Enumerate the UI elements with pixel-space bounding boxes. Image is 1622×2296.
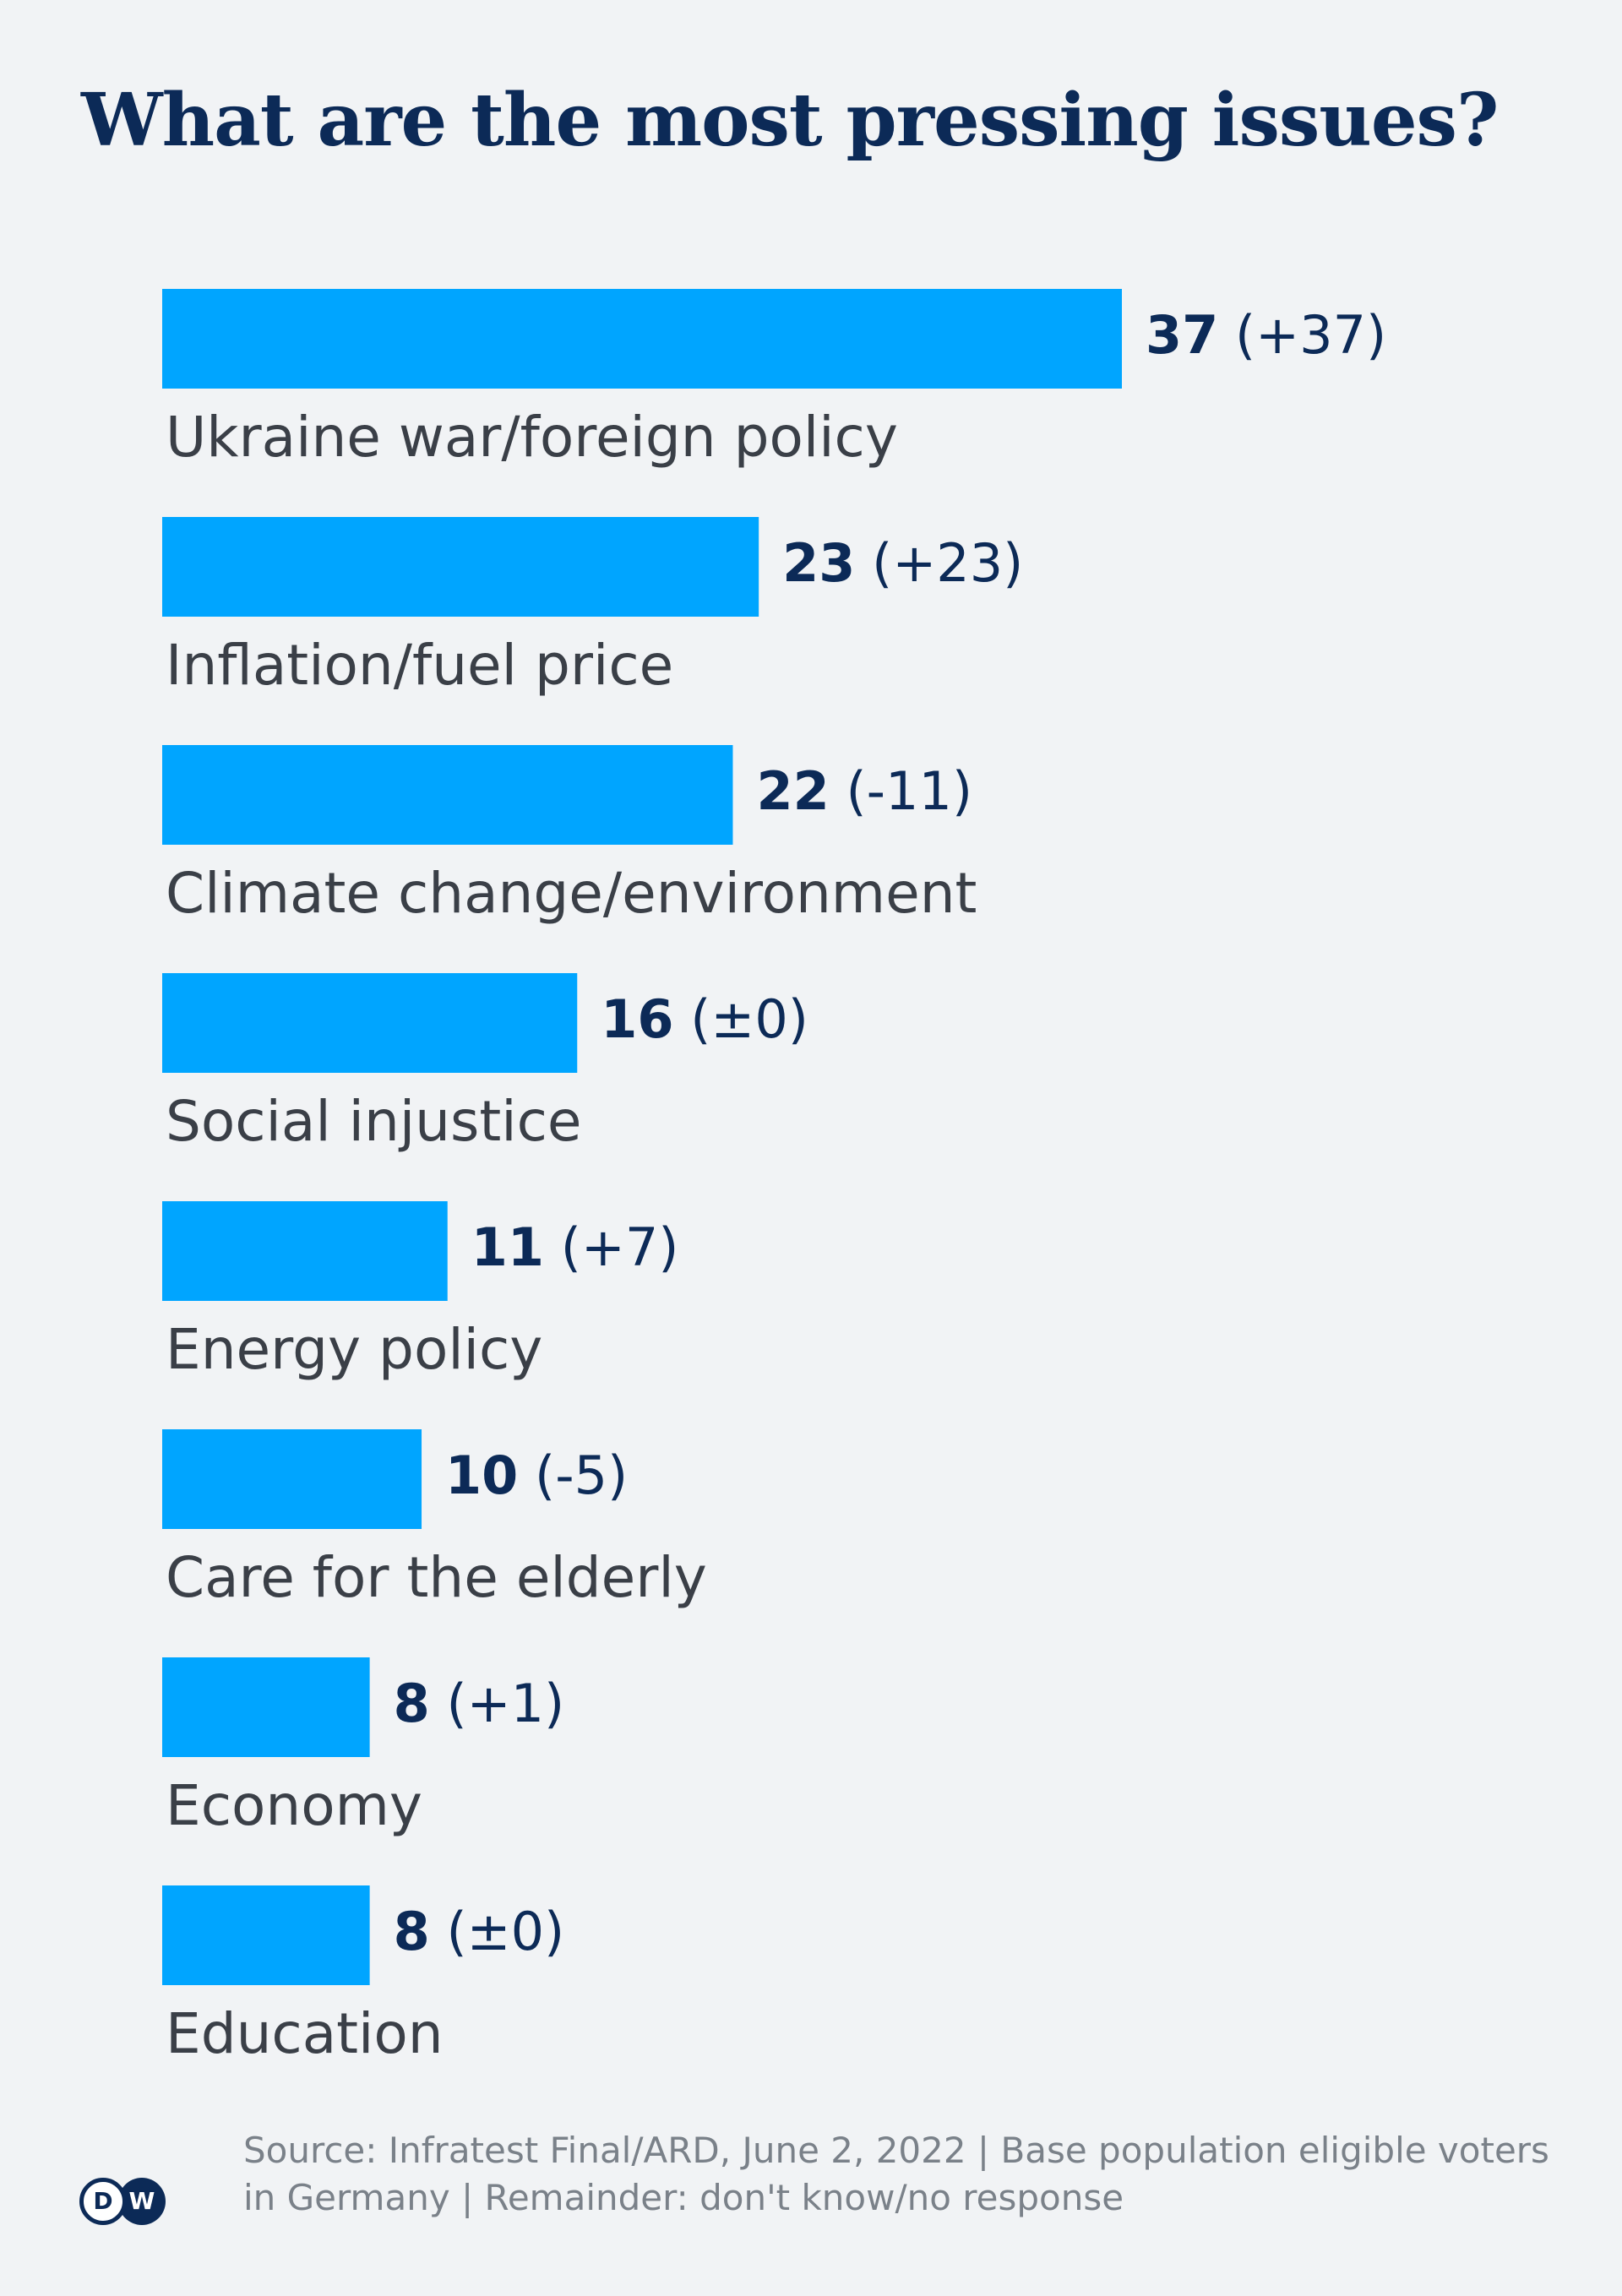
bar — [162, 745, 733, 845]
category-label: Social injustice — [166, 1089, 582, 1154]
bar — [162, 517, 759, 617]
value-label: 10 (-5) — [445, 1445, 628, 1506]
dw-logo-d: D — [79, 2178, 127, 2225]
value-label: 11 (+7) — [471, 1216, 679, 1278]
dw-logo-w: W — [118, 2178, 166, 2225]
category-label: Care for the elderly — [166, 1545, 707, 1610]
category-label: Climate change/environment — [166, 861, 977, 926]
value-label: 23 (+23) — [782, 532, 1023, 594]
category-label: Energy policy — [166, 1317, 542, 1382]
bar — [162, 289, 1122, 389]
value-label: 22 (-11) — [756, 760, 972, 822]
category-label: Economy — [166, 1773, 422, 1838]
value-label: 8 (+1) — [394, 1673, 565, 1734]
dw-logo: D W — [79, 2178, 171, 2228]
category-label: Ukraine war/foreign policy — [166, 405, 898, 470]
category-label: Inflation/fuel price — [166, 633, 673, 698]
bar — [162, 1657, 370, 1757]
source-note: Source: Infratest Final/ARD, June 2, 202… — [243, 2130, 1549, 2218]
bar — [162, 1885, 370, 1985]
category-label: Education — [166, 2001, 444, 2066]
bar — [162, 973, 578, 1073]
bar — [162, 1429, 422, 1529]
bar — [162, 1201, 448, 1301]
chart-title: What are the most pressing issues? — [81, 78, 1499, 163]
value-label: 16 (±0) — [601, 988, 808, 1050]
value-label: 8 (±0) — [394, 1901, 565, 1962]
value-label: 37 (+37) — [1146, 304, 1386, 366]
